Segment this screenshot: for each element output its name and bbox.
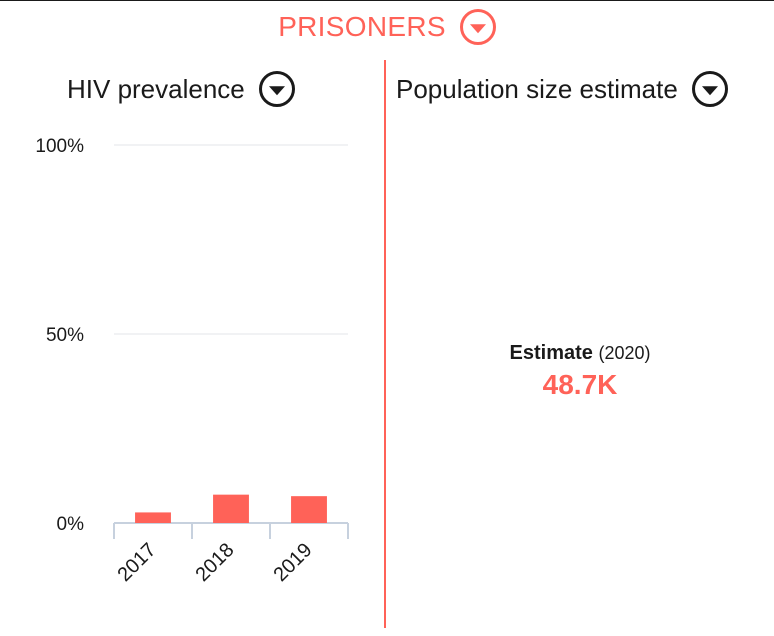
estimate-block: Estimate (2020) 48.7K: [386, 342, 774, 401]
estimate-year: (2020): [598, 343, 651, 363]
x-tick-label: 2017: [114, 539, 161, 586]
population-size-selector[interactable]: Population size estimate: [396, 70, 728, 108]
x-tick-label: 2019: [270, 539, 317, 586]
top-border: [0, 0, 774, 1]
chevron-down-circle-icon[interactable]: [691, 71, 728, 107]
y-tick-label: 0%: [57, 514, 85, 535]
hiv-prevalence-title: HIV prevalence: [67, 73, 245, 104]
y-tick-label: 50%: [46, 325, 84, 346]
estimate-value: 48.7K: [542, 369, 618, 400]
bar: [135, 512, 171, 523]
hiv-prevalence-selector[interactable]: HIV prevalence: [67, 70, 295, 108]
y-tick-label: 100%: [35, 136, 84, 157]
population-title: PRISONERS: [278, 11, 446, 42]
bar: [291, 496, 327, 523]
population-size-title: Population size estimate: [396, 73, 678, 104]
chevron-down-circle-icon[interactable]: [258, 71, 295, 107]
x-tick-label: 2018: [192, 539, 239, 586]
estimate-title: Estimate: [509, 342, 593, 364]
chevron-down-circle-icon[interactable]: [459, 9, 496, 45]
bar: [213, 494, 249, 523]
estimate-label: Estimate (2020): [386, 342, 774, 365]
population-selector[interactable]: PRISONERS: [0, 8, 774, 46]
panel-divider: [384, 60, 386, 628]
hiv-prevalence-chart: 0% 50% 100% 2017 2018 2019: [35, 136, 349, 586]
